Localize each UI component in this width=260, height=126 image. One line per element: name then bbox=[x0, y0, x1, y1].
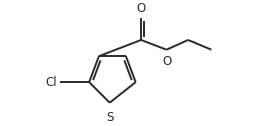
Text: O: O bbox=[136, 2, 146, 15]
Text: O: O bbox=[162, 55, 171, 68]
Text: S: S bbox=[106, 111, 113, 124]
Text: Cl: Cl bbox=[46, 76, 57, 89]
